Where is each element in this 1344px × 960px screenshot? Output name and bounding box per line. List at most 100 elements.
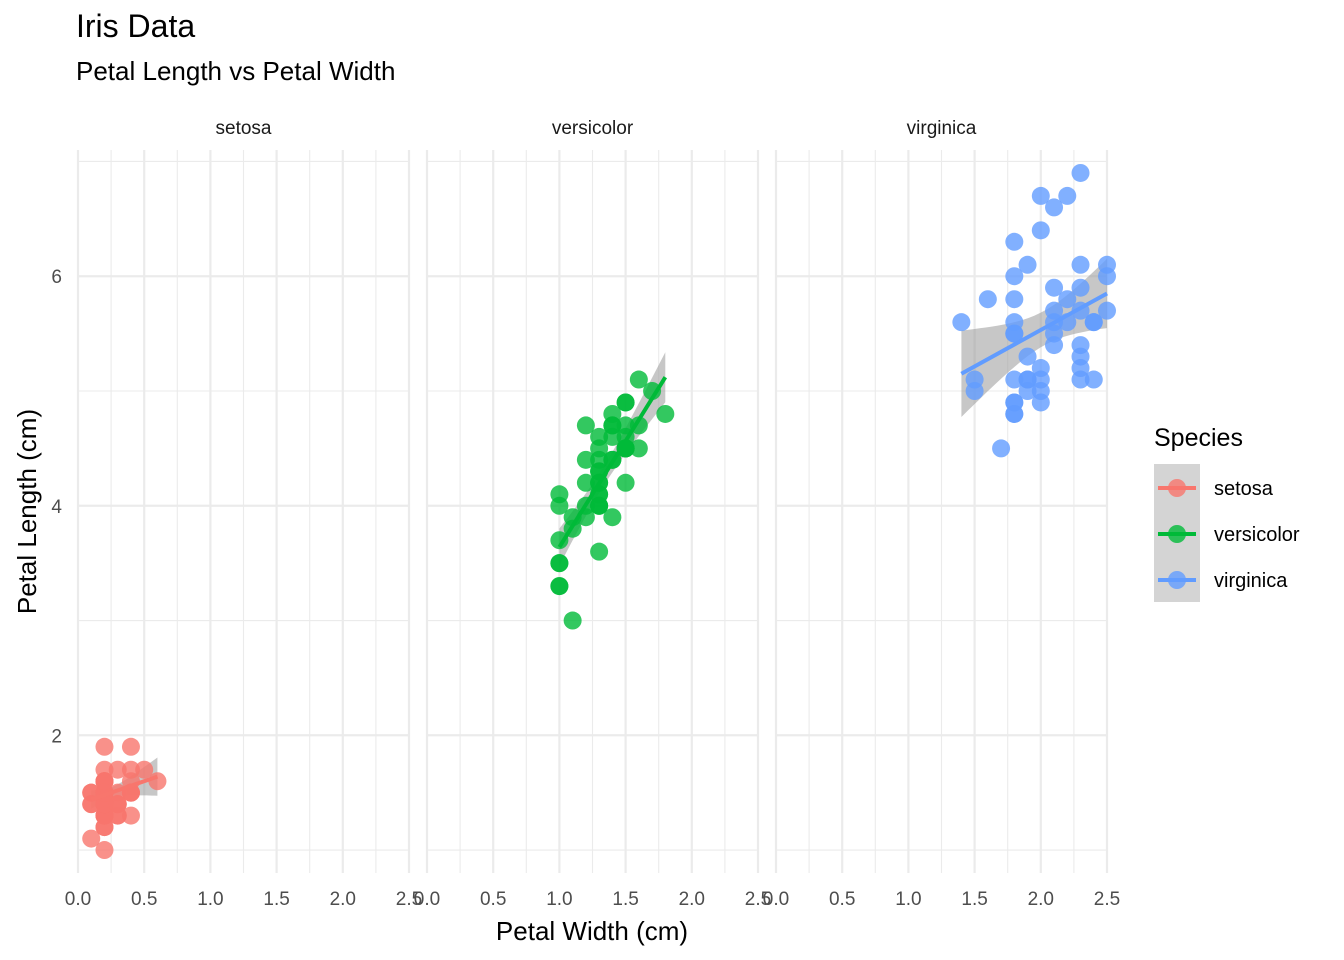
data-point-versicolor (576, 416, 595, 435)
x-axis-title: Petal Width (cm) (496, 916, 688, 946)
x-tick-label: 2.5 (745, 889, 771, 910)
data-point-versicolor (603, 427, 622, 446)
legend-label-setosa: setosa (1214, 478, 1274, 500)
x-tick-label: 0.5 (131, 889, 157, 910)
x-tick-label: 1.0 (895, 889, 921, 910)
data-point-versicolor (576, 473, 595, 492)
x-tick-label: 0.5 (829, 889, 855, 910)
x-tick-label: 1.5 (961, 889, 987, 910)
trend-line-setosa (90, 774, 159, 802)
data-point-versicolor (563, 611, 582, 630)
data-point-virginica (965, 370, 984, 389)
x-tick-label: 0.0 (414, 889, 440, 910)
legend-key-point-setosa (1168, 479, 1186, 497)
data-point-versicolor (590, 542, 609, 561)
data-point-virginica (1005, 232, 1024, 251)
data-point-setosa (121, 737, 140, 756)
facet-strip-label: versicolor (552, 118, 634, 139)
data-point-versicolor (550, 531, 569, 550)
data-point-setosa (82, 829, 101, 848)
data-point-virginica (1071, 255, 1090, 274)
data-point-versicolor (603, 508, 622, 527)
x-tick-label: 0.0 (763, 889, 789, 910)
data-point-virginica (1058, 186, 1077, 205)
data-point-virginica (1045, 198, 1064, 217)
data-point-setosa (135, 760, 154, 779)
data-point-virginica (952, 313, 971, 332)
x-tick-label: 2.5 (396, 889, 422, 910)
grid-layer (76, 150, 1109, 873)
data-point-setosa (108, 795, 127, 814)
data-point-setosa (95, 841, 114, 860)
trend-line-versicolor (557, 376, 668, 549)
data-point-virginica (1005, 370, 1024, 389)
trend-line-virginica (960, 291, 1108, 376)
facet-strip-label: virginica (907, 118, 977, 139)
data-point-virginica (1045, 336, 1064, 355)
data-point-virginica (1031, 393, 1050, 412)
x-tick-label: 0.0 (65, 889, 91, 910)
legend-label-versicolor: versicolor (1214, 524, 1300, 546)
data-point-virginica (1005, 290, 1024, 309)
y-axis-title: Petal Length (cm) (12, 409, 42, 614)
data-point-versicolor (576, 450, 595, 469)
data-point-virginica (1031, 186, 1050, 205)
legend-label-virginica: virginica (1214, 570, 1288, 592)
data-point-virginica (1071, 359, 1090, 378)
data-point-versicolor (656, 404, 675, 423)
data-point-virginica (1005, 404, 1024, 423)
data-point-virginica (1058, 290, 1077, 309)
legend: Species setosa versicolor virginica (1154, 424, 1300, 602)
x-tick-label: 1.5 (612, 889, 638, 910)
data-point-versicolor (643, 382, 662, 400)
data-point-virginica (1084, 313, 1103, 332)
data-point-versicolor (550, 485, 569, 504)
data-point-versicolor (590, 427, 609, 446)
data-point-versicolor (616, 473, 635, 492)
data-point-setosa (95, 795, 114, 814)
data-point-virginica (1098, 301, 1116, 320)
data-point-virginica (1098, 255, 1116, 274)
data-point-versicolor (616, 393, 635, 412)
x-tick-label: 2.0 (679, 889, 705, 910)
data-point-versicolor (629, 439, 648, 458)
data-point-versicolor (550, 577, 569, 596)
legend-key-point-versicolor (1168, 525, 1186, 543)
data-point-versicolor (550, 554, 569, 573)
legend-key-point-virginica (1168, 571, 1186, 589)
legend-title: Species (1154, 424, 1243, 452)
data-point-virginica (1018, 255, 1037, 274)
data-point-setosa (148, 772, 167, 791)
data-point-virginica (1005, 324, 1024, 343)
data-point-virginica (1018, 347, 1037, 366)
x-tick-label: 1.0 (197, 889, 223, 910)
data-point-virginica (1031, 221, 1050, 240)
data-point-virginica (1018, 382, 1037, 400)
x-tick-label: 0.5 (480, 889, 506, 910)
data-point-versicolor (603, 404, 622, 423)
data-point-virginica (1031, 359, 1050, 378)
data-point-virginica (1071, 278, 1090, 297)
y-tick-label: 4 (51, 497, 62, 518)
data-point-setosa (121, 806, 140, 825)
x-tick-label: 1.5 (263, 889, 289, 910)
data-point-virginica (978, 290, 997, 309)
y-tick-label: 2 (51, 726, 62, 747)
data-point-versicolor (616, 439, 635, 458)
data-point-setosa (95, 737, 114, 756)
x-tick-label: 2.5 (1094, 889, 1120, 910)
x-tick-label: 1.0 (546, 889, 572, 910)
data-point-virginica (1071, 336, 1090, 355)
data-point-setosa (108, 760, 127, 779)
facet-strip-label: setosa (216, 118, 272, 139)
x-tick-label: 2.0 (1028, 889, 1054, 910)
data-point-virginica (1045, 278, 1064, 297)
points-layer (82, 163, 1116, 860)
x-tick-label: 2.0 (330, 889, 356, 910)
chart-title: Iris Data (76, 8, 196, 44)
data-point-virginica (1084, 370, 1103, 389)
data-point-virginica (1005, 267, 1024, 286)
trend-line-layer (90, 291, 1108, 802)
chart-subtitle: Petal Length vs Petal Width (76, 56, 396, 86)
